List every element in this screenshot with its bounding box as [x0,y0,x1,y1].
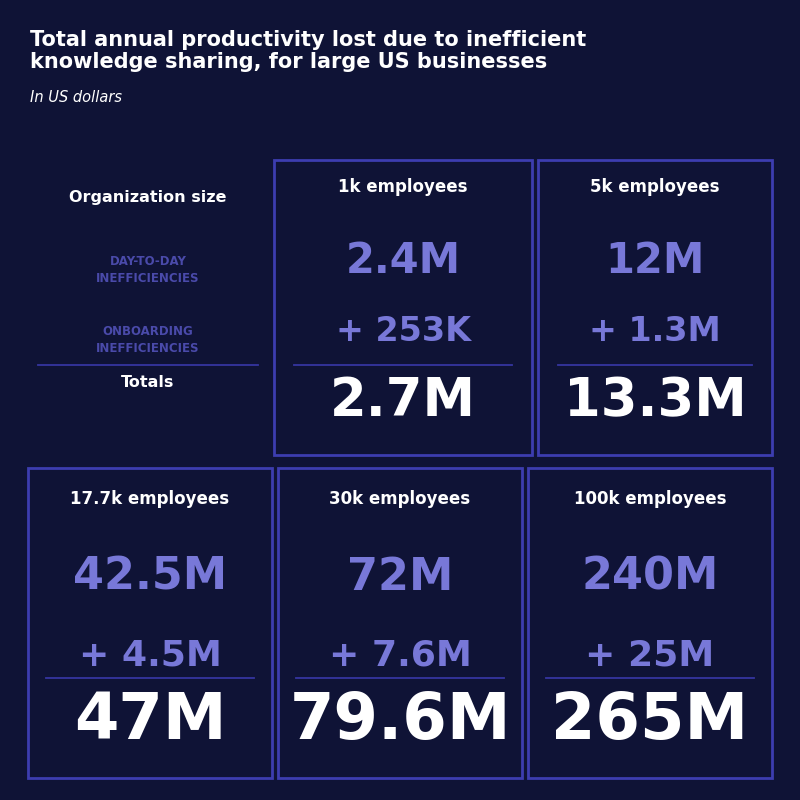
Text: + 7.6M: + 7.6M [329,638,471,672]
Text: Total annual productivity lost due to inefficient: Total annual productivity lost due to in… [30,30,586,50]
Text: 42.5M: 42.5M [73,556,227,599]
Text: Organization size: Organization size [70,190,226,205]
Text: 1k employees: 1k employees [338,178,468,196]
FancyBboxPatch shape [528,468,772,778]
Text: 30k employees: 30k employees [330,490,470,508]
Text: knowledge sharing, for large US businesses: knowledge sharing, for large US business… [30,52,547,72]
Text: + 1.3M: + 1.3M [589,315,721,348]
Text: + 25M: + 25M [586,638,714,672]
FancyBboxPatch shape [538,160,772,455]
FancyBboxPatch shape [278,468,522,778]
Text: + 4.5M: + 4.5M [78,638,222,672]
FancyBboxPatch shape [28,468,272,778]
Text: 100k employees: 100k employees [574,490,726,508]
Text: 2.7M: 2.7M [330,375,476,427]
Text: ONBOARDING
INEFFICIENCIES: ONBOARDING INEFFICIENCIES [96,325,200,354]
Text: DAY-TO-DAY
INEFFICIENCIES: DAY-TO-DAY INEFFICIENCIES [96,255,200,285]
Text: 5k employees: 5k employees [590,178,720,196]
Text: 240M: 240M [582,556,718,599]
Text: 72M: 72M [347,556,453,599]
Text: 17.7k employees: 17.7k employees [70,490,230,508]
FancyBboxPatch shape [274,160,532,455]
Text: 12M: 12M [606,240,705,282]
Text: Totals: Totals [122,375,174,390]
Text: 79.6M: 79.6M [290,690,510,752]
Text: In US dollars: In US dollars [30,90,122,105]
Text: + 253K: + 253K [335,315,470,348]
Text: 265M: 265M [551,690,749,752]
Text: 47M: 47M [74,690,226,752]
Text: 13.3M: 13.3M [564,375,746,427]
Text: 2.4M: 2.4M [346,240,461,282]
